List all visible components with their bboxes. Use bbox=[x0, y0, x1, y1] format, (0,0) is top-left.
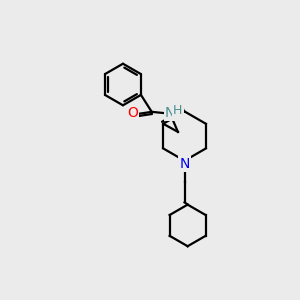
Text: O: O bbox=[127, 106, 138, 120]
Text: H: H bbox=[173, 104, 183, 117]
Text: N: N bbox=[179, 157, 190, 171]
Text: N: N bbox=[165, 106, 175, 120]
